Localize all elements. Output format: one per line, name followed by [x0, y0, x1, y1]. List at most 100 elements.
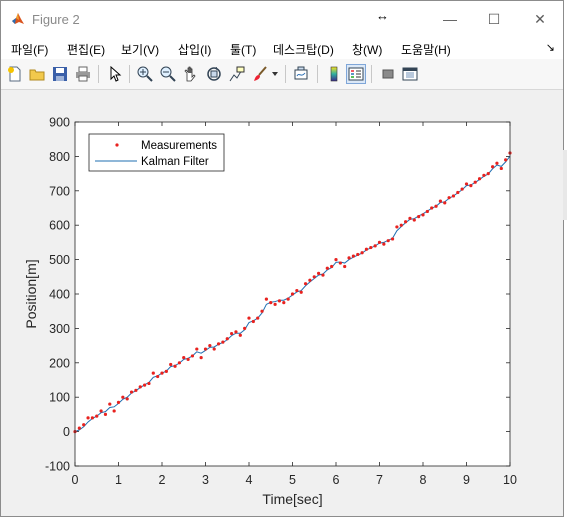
measurement-point: [356, 252, 360, 257]
menu-window[interactable]: 창(W): [352, 43, 383, 57]
print-icon[interactable]: [73, 64, 93, 84]
measurement-point: [221, 340, 225, 344]
zoom-in-icon[interactable]: [135, 64, 155, 84]
measurement-point: [430, 206, 434, 210]
y-tick-label: 900: [49, 116, 70, 130]
measurement-point: [312, 275, 316, 279]
brush-dropdown-icon[interactable]: [269, 64, 281, 84]
y-tick-label: -100: [45, 460, 70, 474]
measurement-point: [477, 177, 482, 181]
new-figure-icon[interactable]: [5, 64, 25, 84]
measurement-point: [186, 357, 190, 361]
measurement-point: [190, 354, 195, 358]
x-axis-label: Time[sec]: [262, 491, 322, 507]
measurement-point: [264, 297, 268, 301]
insert-legend-icon[interactable]: [346, 64, 366, 84]
legend-box: [88, 133, 225, 172]
plot-svg[interactable]: 0 1 2 3 4 5 6 7 8 9 10-100010020030040050060070080…: [2, 90, 562, 516]
legend[interactable]: Measurements Kalman Filter: [88, 133, 225, 172]
x-tick-label: 4: [246, 473, 253, 487]
measurement-point: [495, 161, 499, 165]
measurement-point: [447, 196, 451, 200]
measurement-point: [286, 297, 290, 301]
axes-frame: [74, 121, 511, 467]
measurement-point: [469, 184, 473, 188]
measurement-point: [377, 240, 382, 244]
y-tick-label: 800: [49, 150, 70, 164]
y-tick-label: 200: [49, 356, 70, 370]
menu-view[interactable]: 보기(V): [121, 43, 160, 57]
measurement-point: [225, 337, 229, 341]
data-cursor-icon[interactable]: [227, 64, 247, 84]
measurement-point: [417, 215, 421, 219]
y-axis-label: Position[m]: [23, 259, 39, 328]
menu-desktop[interactable]: 데스크탑(D): [273, 43, 334, 57]
link-plot-icon[interactable]: [291, 64, 311, 84]
x-tick-label: 8: [420, 473, 427, 487]
measurement-point: [269, 301, 273, 305]
measurement-point: [486, 172, 490, 176]
menu-help[interactable]: 도움말(H): [401, 43, 451, 57]
measurement-point: [203, 347, 208, 351]
pan-hand-icon[interactable]: [181, 64, 201, 84]
zoom-out-icon[interactable]: [158, 64, 178, 84]
toolbar-separator: [371, 65, 372, 83]
measurement-point: [395, 225, 399, 229]
menu-file[interactable]: 파일(F): [11, 43, 49, 57]
x-tick-label: 6: [333, 473, 340, 487]
insert-colorbar-icon[interactable]: [324, 64, 344, 84]
measurement-point: [234, 330, 238, 334]
legend-entry-measurements: Measurements: [141, 140, 217, 152]
menu-overflow-icon[interactable]: ↘: [545, 42, 555, 54]
measurement-point: [243, 326, 247, 330]
measurement-point: [456, 190, 460, 195]
edit-plot-arrow-icon[interactable]: [105, 64, 125, 84]
measurement-point: [317, 271, 321, 275]
y-tick-label: 700: [49, 184, 70, 198]
measurement-point: [247, 316, 251, 320]
open-file-icon[interactable]: [27, 64, 47, 84]
measurement-point: [303, 282, 308, 286]
measurement-point: [412, 218, 416, 222]
measurement-point: [134, 388, 138, 392]
measurement-point: [251, 319, 255, 324]
measurement-point: [321, 273, 325, 277]
menu-edit[interactable]: 편집(E): [67, 43, 106, 57]
measurement-point: [156, 374, 160, 379]
measurement-point: [173, 364, 177, 368]
title-bar[interactable]: Figure 2 ↔ — ☐ ✕: [1, 1, 563, 37]
measurement-point: [438, 199, 442, 203]
menu-tools[interactable]: 툴(T): [230, 43, 257, 57]
measurement-point: [147, 381, 151, 386]
window-title: Figure 2: [32, 12, 80, 27]
rotate-3d-icon[interactable]: [204, 64, 224, 84]
series-layer: [73, 151, 512, 434]
measurement-point: [260, 309, 264, 313]
save-icon[interactable]: [50, 64, 70, 84]
y-tick-label: 400: [49, 288, 70, 302]
x-tick-label: 5: [289, 473, 296, 487]
measurement-point: [351, 254, 355, 258]
x-tick-label: 2: [159, 473, 166, 487]
measurement-point: [208, 344, 212, 348]
y-tick-label: 600: [49, 219, 70, 233]
hide-plot-tools-icon[interactable]: [378, 64, 398, 84]
menu-insert[interactable]: 삽입(I): [178, 43, 212, 57]
measurement-point: [99, 409, 103, 413]
show-plot-tools-icon[interactable]: [400, 64, 420, 84]
measurement-point: [256, 316, 260, 320]
measurement-point: [238, 333, 242, 337]
close-button[interactable]: ✕: [534, 10, 546, 27]
measurement-point: [160, 371, 164, 375]
measurement-point: [404, 220, 408, 224]
measurement-point: [277, 299, 282, 303]
maximize-button[interactable]: ☐: [487, 10, 501, 27]
minimize-button[interactable]: —: [443, 11, 457, 27]
brush-icon[interactable]: [250, 64, 270, 84]
x-tick-label: 1: [115, 473, 122, 487]
figure-canvas[interactable]: 0 1 2 3 4 5 6 7 8 9 10 -100 0 100 200 300 400 500 600 700 80…: [2, 90, 562, 516]
measurement-point: [373, 244, 377, 248]
measurement-point: [364, 247, 369, 251]
measurement-point: [347, 256, 351, 260]
measurement-point: [95, 414, 99, 418]
